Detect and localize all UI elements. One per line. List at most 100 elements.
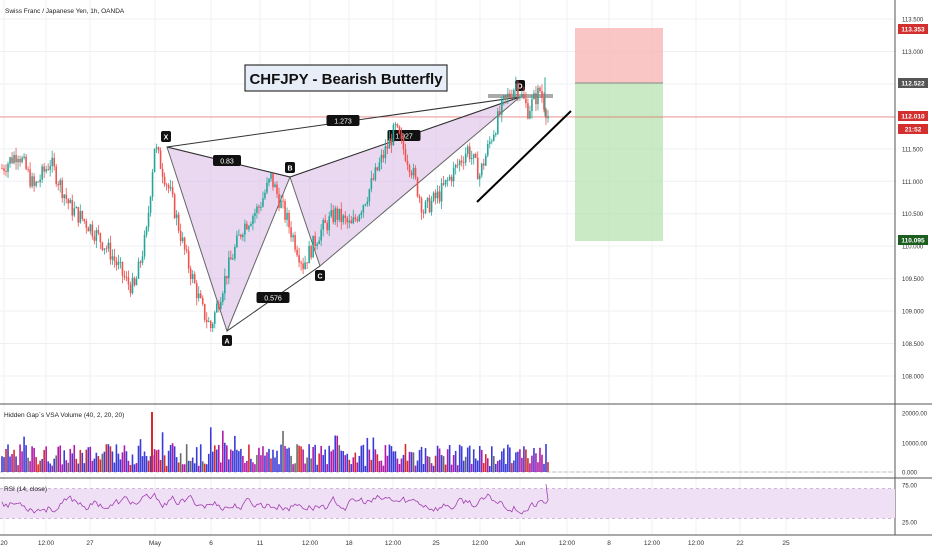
candle-body: [119, 262, 122, 263]
volume-bar: [284, 446, 286, 472]
price-tick-label: 110.500: [902, 212, 924, 218]
volume-pane: 20000.00 10000.00 0.000: [0, 412, 928, 477]
volume-bar: [173, 446, 176, 472]
volume-bar: [362, 444, 365, 472]
candle-body: [117, 262, 120, 266]
candle-body: [480, 163, 483, 176]
candle-body: [1, 168, 3, 170]
candle-body: [181, 237, 184, 242]
volume-bar: [460, 446, 463, 472]
volume-tick-label: 10000.00: [902, 442, 928, 448]
stop-loss-zone[interactable]: [575, 28, 663, 83]
countdown-badge-text: 21:52: [905, 127, 922, 134]
candle-body: [35, 181, 37, 186]
volume-bar: [23, 436, 25, 472]
candle-body: [224, 275, 226, 294]
price-candles: [1, 76, 549, 333]
volume-bar: [507, 444, 509, 472]
volume-bar: [119, 459, 122, 472]
pattern-ratio-label: 1.273: [334, 119, 352, 126]
volume-bar: [167, 450, 170, 472]
rsi-tick-label: 25.00: [902, 521, 918, 527]
candle-body: [318, 240, 320, 245]
volume-bar: [266, 452, 268, 472]
volume-bar: [93, 458, 96, 472]
volume-bar: [368, 449, 371, 472]
volume-bar: [472, 449, 475, 472]
volume-bar: [519, 449, 521, 472]
candle-body: [545, 109, 547, 119]
pattern-point-x[interactable]: X: [161, 131, 171, 142]
volume-bar: [509, 447, 511, 472]
volume-bar: [57, 446, 60, 472]
price-axis[interactable]: 113.500113.000112.500112.000111.500111.0…: [902, 18, 924, 381]
candle-body: [7, 163, 9, 172]
volume-bar: [97, 456, 100, 472]
time-tick-label: 11: [257, 540, 264, 547]
candle-body: [372, 178, 375, 180]
volume-bar: [478, 446, 481, 472]
candle-body: [17, 158, 19, 163]
volume-bar: [378, 461, 381, 472]
candle-body: [179, 230, 182, 242]
volume-bar: [19, 444, 21, 472]
time-tick-label: 27: [86, 540, 94, 547]
pattern-ratio-xa-b[interactable]: 0.83: [213, 155, 241, 166]
volume-bar: [169, 444, 172, 472]
take-profit-zone[interactable]: [575, 83, 663, 241]
time-tick-label: 12:00: [688, 540, 705, 547]
volume-bar: [13, 449, 15, 472]
time-axis[interactable]: 20 12:00 27 May 6 11 12:00 18 12:00 25 12:00 Jun 12:…: [0, 540, 790, 547]
annotation-title-box[interactable]: CHFJPY - Bearish Butterfly: [244, 64, 448, 92]
rsi-line: [1, 484, 549, 515]
volume-bar: [464, 456, 467, 472]
candle-body: [388, 138, 391, 149]
price-tick-label: 111.000: [902, 180, 923, 186]
candle-body: [171, 187, 174, 195]
volume-bar: [444, 464, 447, 472]
candle-body: [392, 124, 395, 146]
candle-body: [330, 210, 333, 217]
volume-bar: [131, 454, 134, 472]
volume-bar: [448, 445, 451, 472]
pattern-point-a[interactable]: A: [222, 335, 232, 346]
candle-body: [23, 156, 25, 158]
pattern-ratio-ac[interactable]: 0.576: [256, 292, 290, 303]
volume-bar: [466, 447, 469, 472]
volume-bar: [452, 455, 455, 472]
candle-body: [193, 274, 196, 284]
volume-bar: [215, 449, 218, 472]
volume-bar: [380, 460, 383, 472]
pattern-point-b[interactable]: B: [285, 162, 295, 173]
time-tick-label: 6: [209, 540, 213, 547]
volume-bar: [416, 460, 419, 472]
pattern-point-c[interactable]: C: [315, 270, 325, 281]
candle-body: [205, 319, 208, 322]
volume-bar: [139, 439, 142, 472]
volume-bar: [523, 446, 525, 472]
candle-body: [505, 95, 507, 97]
volume-bar: [396, 458, 399, 472]
volume-bar: [260, 455, 262, 472]
volume-bar: [432, 465, 435, 472]
candle-body: [497, 111, 499, 134]
pattern-ratio-bd[interactable]: 1.927: [387, 130, 421, 141]
entry-price-badge: 112.522: [898, 78, 928, 88]
candle-body: [107, 242, 110, 249]
time-tick-label: 20: [0, 540, 8, 547]
candle-body: [398, 126, 401, 134]
candle-body: [169, 187, 172, 189]
volume-bar: [408, 451, 411, 472]
candle-body: [348, 220, 351, 223]
volume-bar: [410, 452, 413, 472]
volume-bar: [370, 459, 373, 472]
volume-bar: [256, 455, 258, 472]
support-trendline[interactable]: [476, 110, 572, 203]
candle-body: [462, 162, 465, 164]
volume-bar: [244, 462, 246, 472]
pattern-ratio-xd[interactable]: 1.273: [326, 115, 360, 126]
candle-body: [207, 321, 210, 322]
candle-body: [195, 283, 198, 299]
volume-bar: [527, 458, 529, 472]
